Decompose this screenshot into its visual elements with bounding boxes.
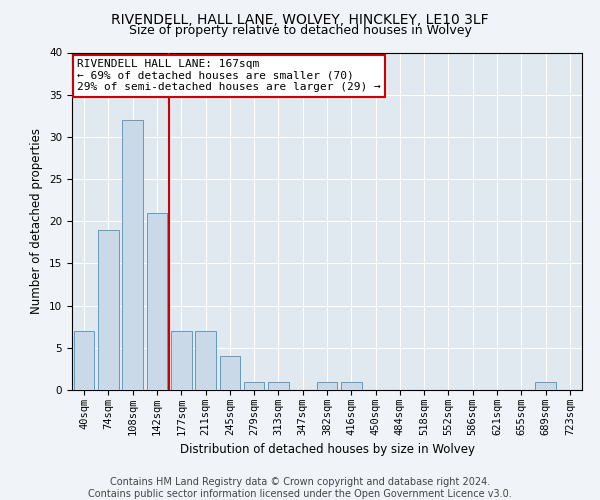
- Text: RIVENDELL, HALL LANE, WOLVEY, HINCKLEY, LE10 3LF: RIVENDELL, HALL LANE, WOLVEY, HINCKLEY, …: [111, 12, 489, 26]
- Bar: [268, 382, 289, 390]
- Bar: [317, 382, 337, 390]
- Y-axis label: Number of detached properties: Number of detached properties: [31, 128, 43, 314]
- X-axis label: Distribution of detached houses by size in Wolvey: Distribution of detached houses by size …: [179, 444, 475, 456]
- Text: Size of property relative to detached houses in Wolvey: Size of property relative to detached ho…: [128, 24, 472, 37]
- Bar: [171, 331, 191, 390]
- Bar: [244, 382, 265, 390]
- Bar: [122, 120, 143, 390]
- Bar: [220, 356, 240, 390]
- Text: Contains HM Land Registry data © Crown copyright and database right 2024.
Contai: Contains HM Land Registry data © Crown c…: [88, 478, 512, 499]
- Bar: [535, 382, 556, 390]
- Bar: [341, 382, 362, 390]
- Bar: [195, 331, 216, 390]
- Bar: [98, 230, 119, 390]
- Text: RIVENDELL HALL LANE: 167sqm
← 69% of detached houses are smaller (70)
29% of sem: RIVENDELL HALL LANE: 167sqm ← 69% of det…: [77, 59, 381, 92]
- Bar: [74, 331, 94, 390]
- Bar: [146, 213, 167, 390]
